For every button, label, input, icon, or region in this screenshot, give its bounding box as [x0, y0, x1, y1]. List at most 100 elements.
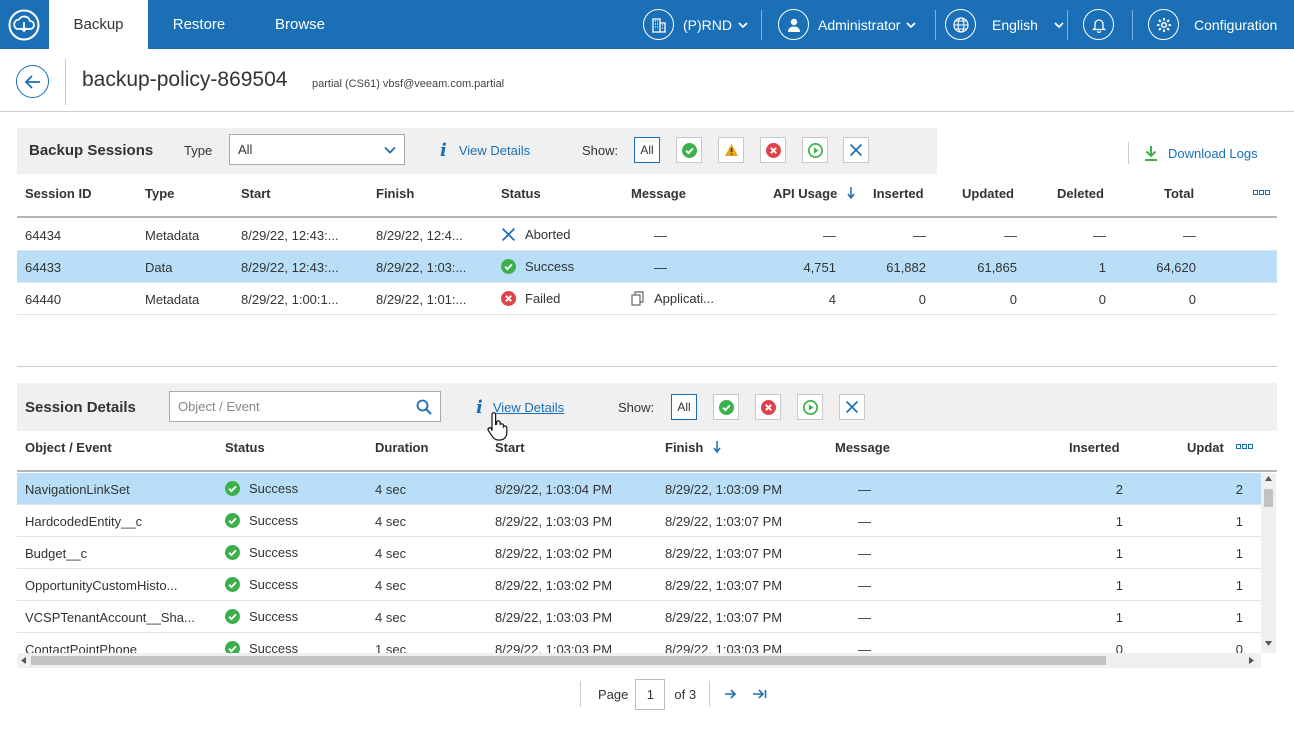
- filter-success-button[interactable]: [676, 137, 702, 163]
- chevron-down-icon: [1054, 21, 1064, 28]
- user-menu[interactable]: Administrator: [778, 0, 917, 49]
- col-inserted[interactable]: Inserted: [1069, 440, 1120, 455]
- cell-updated: —: [1004, 228, 1017, 243]
- column-options-icon[interactable]: [1236, 444, 1254, 450]
- scroll-left-icon[interactable]: [21, 657, 26, 664]
- table-row[interactable]: [17, 283, 1277, 315]
- message-text: Applicati...: [654, 291, 714, 306]
- notifications-button[interactable]: [1083, 0, 1114, 49]
- failed-icon: [501, 291, 516, 306]
- cell-inserted: 61,882: [886, 260, 926, 275]
- search-icon[interactable]: [416, 399, 432, 415]
- cell-total: —: [1183, 228, 1196, 243]
- cell-object: Budget__c: [25, 546, 88, 561]
- col-finish[interactable]: Finish: [376, 186, 415, 201]
- vertical-scrollbar[interactable]: [1261, 473, 1276, 653]
- status-text: Success: [525, 259, 575, 274]
- globe-icon: [945, 9, 976, 40]
- table-row[interactable]: [17, 601, 1261, 633]
- page-number-input[interactable]: 1: [635, 678, 666, 710]
- col-total[interactable]: Total: [1164, 186, 1195, 201]
- tab-restore[interactable]: Restore: [172, 16, 226, 33]
- download-logs-link[interactable]: Download Logs: [1144, 145, 1258, 161]
- horizontal-scroll-thumb[interactable]: [31, 656, 1106, 665]
- backup-view-details-link[interactable]: i View Details: [440, 140, 530, 161]
- search-input[interactable]: Object / Event: [169, 391, 441, 422]
- table-row[interactable]: [17, 569, 1261, 601]
- col-start[interactable]: Start: [495, 440, 525, 455]
- page-header: backup-policy-869504 partial (CS61) vbsf…: [0, 49, 1294, 112]
- col-api-usage-label: API Usage: [773, 186, 838, 201]
- table-row-selected[interactable]: [17, 251, 1277, 283]
- col-status[interactable]: Status: [225, 440, 265, 455]
- col-finish[interactable]: Finish: [665, 440, 721, 455]
- cell-start: 8/29/22, 1:03:02 PM: [495, 578, 613, 593]
- language-selector[interactable]: English: [945, 0, 1064, 49]
- table-row-selected[interactable]: [17, 473, 1261, 505]
- cell-message: —: [654, 260, 667, 275]
- filter-failed-button[interactable]: [755, 394, 781, 420]
- col-api-usage[interactable]: API Usage: [773, 186, 855, 201]
- col-session-id[interactable]: Session ID: [25, 186, 92, 201]
- col-start[interactable]: Start: [241, 186, 271, 201]
- col-updated[interactable]: Updat: [1187, 440, 1224, 455]
- filter-warning-button[interactable]: [718, 137, 744, 163]
- tab-browse[interactable]: Browse: [274, 16, 326, 33]
- next-page-icon[interactable]: [725, 689, 737, 699]
- filter-running-button[interactable]: [802, 137, 828, 163]
- org-selector[interactable]: (P)RND: [643, 0, 748, 49]
- column-options-icon[interactable]: [1253, 190, 1271, 196]
- cell-api-usage: 4,751: [803, 260, 836, 275]
- cell-duration: 4 sec: [375, 610, 407, 625]
- user-name: Administrator: [818, 16, 901, 33]
- filter-success-button[interactable]: [713, 394, 739, 420]
- table-row[interactable]: [17, 537, 1261, 569]
- filter-all-button[interactable]: All: [634, 137, 660, 163]
- page-count: of 3: [674, 686, 697, 702]
- table-row[interactable]: [17, 505, 1261, 537]
- col-status[interactable]: Status: [501, 186, 541, 201]
- filter-all-button[interactable]: All: [671, 394, 697, 420]
- cell-message: —: [858, 578, 871, 593]
- col-deleted[interactable]: Deleted: [1057, 186, 1104, 201]
- scroll-up-icon[interactable]: [1265, 476, 1272, 481]
- info-icon: i: [440, 140, 447, 161]
- cell-start: 8/29/22, 1:00:1...: [241, 292, 339, 307]
- top-bar: Backup Restore Browse (P)RND Administrat…: [0, 0, 1294, 49]
- warning-icon: [724, 144, 738, 156]
- cell-status: Success: [225, 545, 298, 560]
- cell-updated: 1: [1235, 546, 1243, 561]
- details-view-details-link[interactable]: i View Details: [476, 397, 564, 418]
- cell-message[interactable]: Applicati...: [631, 291, 714, 306]
- scroll-right-icon[interactable]: [1249, 657, 1254, 664]
- configuration-button[interactable]: Configuration: [1148, 0, 1277, 49]
- last-page-icon[interactable]: [753, 689, 767, 699]
- type-select[interactable]: All: [229, 134, 405, 165]
- cell-updated: 1: [1235, 578, 1243, 593]
- cell-finish: 8/29/22, 1:03:07 PM: [665, 610, 783, 625]
- col-duration[interactable]: Duration: [375, 440, 429, 455]
- col-object-event[interactable]: Object / Event: [25, 440, 112, 455]
- filter-failed-button[interactable]: [760, 137, 786, 163]
- horizontal-scrollbar[interactable]: [17, 653, 1261, 668]
- col-updated[interactable]: Updated: [962, 186, 1014, 201]
- col-message[interactable]: Message: [631, 186, 686, 201]
- success-icon: [501, 259, 516, 274]
- filter-aborted-button[interactable]: [839, 394, 865, 420]
- back-button[interactable]: [16, 65, 49, 98]
- copy-icon[interactable]: [631, 291, 645, 306]
- tab-backup[interactable]: Backup: [49, 0, 148, 49]
- configuration-label: Configuration: [1194, 16, 1278, 33]
- status-text: Success: [249, 481, 299, 496]
- vertical-scroll-thumb[interactable]: [1264, 489, 1273, 507]
- play-circle-icon: [802, 399, 818, 415]
- col-type[interactable]: Type: [145, 186, 175, 201]
- veeam-logo-icon[interactable]: [8, 9, 40, 41]
- table-row[interactable]: [17, 219, 1277, 251]
- filter-running-button[interactable]: [797, 394, 823, 420]
- scroll-down-icon[interactable]: [1265, 641, 1272, 646]
- col-message[interactable]: Message: [835, 440, 890, 455]
- filter-aborted-button[interactable]: [843, 137, 869, 163]
- col-inserted[interactable]: Inserted: [873, 186, 924, 201]
- cell-start: 8/29/22, 12:43:...: [241, 228, 339, 243]
